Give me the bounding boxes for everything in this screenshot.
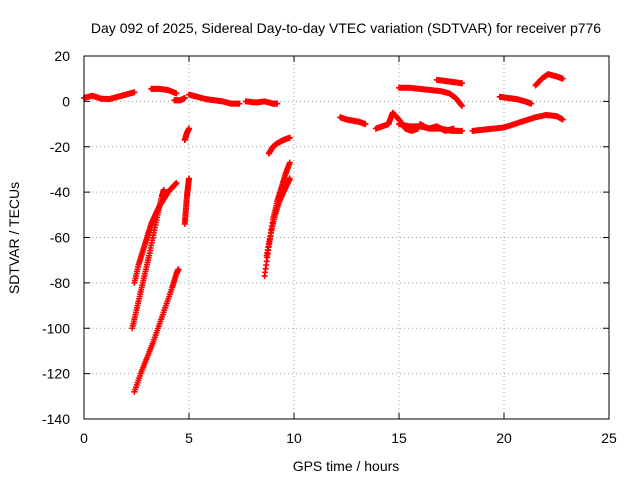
data-point	[559, 116, 566, 123]
y-tick-label: -20	[50, 139, 70, 155]
data-point	[175, 266, 182, 273]
data-point	[186, 125, 192, 132]
data-point	[459, 102, 465, 109]
series-arc-01	[81, 89, 138, 103]
x-tick-label: 15	[391, 430, 407, 446]
series-arc-05	[242, 98, 281, 107]
series-arc-03	[171, 94, 188, 104]
data-point	[173, 180, 180, 187]
data-point	[173, 90, 180, 97]
data-point	[236, 100, 243, 107]
y-axis-label: SDTVAR / TECUs	[6, 182, 22, 294]
x-tick-label: 10	[286, 430, 302, 446]
data-series	[81, 71, 566, 395]
x-tick-label: 20	[496, 430, 512, 446]
chart-title: Day 092 of 2025, Sidereal Day-to-day VTE…	[91, 20, 601, 36]
y-tick-label: -100	[42, 320, 70, 336]
data-point	[450, 125, 457, 132]
series-arc-13	[265, 134, 293, 157]
series-arc-06	[181, 125, 192, 143]
series-arc-02	[148, 85, 180, 97]
data-point	[286, 175, 293, 182]
data-point	[286, 134, 293, 141]
series-arc-18	[396, 84, 465, 109]
x-tick-label: 0	[80, 430, 88, 446]
series-arc-19	[433, 76, 465, 87]
y-tick-label: -60	[50, 230, 70, 246]
y-tick-label: -120	[42, 366, 70, 382]
x-axis-label: GPS time / hours	[293, 458, 400, 474]
data-point	[286, 159, 293, 166]
data-point	[459, 127, 465, 134]
data-point	[459, 80, 465, 87]
ticks: 0 5 10 15 20 25 20 0 -20 -40 -60 -80 -100 -120 -140	[42, 48, 617, 446]
data-point	[160, 186, 167, 193]
series-arc-17	[417, 121, 457, 134]
x-tick-label: 5	[185, 430, 193, 446]
y-tick-label: -40	[50, 184, 70, 200]
series-arc-20	[469, 111, 566, 134]
data-point	[274, 100, 281, 107]
series-arc-10	[131, 266, 182, 395]
y-tick-label: -80	[50, 275, 70, 291]
y-tick-label: -140	[42, 411, 70, 427]
series-arc-07	[181, 175, 192, 227]
data-point	[131, 89, 138, 96]
x-tick-label: 25	[601, 430, 617, 446]
data-point	[186, 175, 192, 182]
data-point	[528, 100, 535, 107]
data-point	[181, 94, 188, 101]
y-tick-label: 0	[62, 93, 70, 109]
data-point	[559, 75, 566, 82]
series-arc-14	[337, 114, 369, 128]
data-point	[362, 121, 369, 128]
series-arc-04	[186, 91, 243, 107]
series-arc-12	[263, 175, 293, 259]
series-arc-21	[496, 93, 535, 107]
series-arc-09	[129, 186, 167, 332]
y-tick-label: 20	[54, 48, 70, 64]
series-arc-22	[532, 71, 566, 89]
